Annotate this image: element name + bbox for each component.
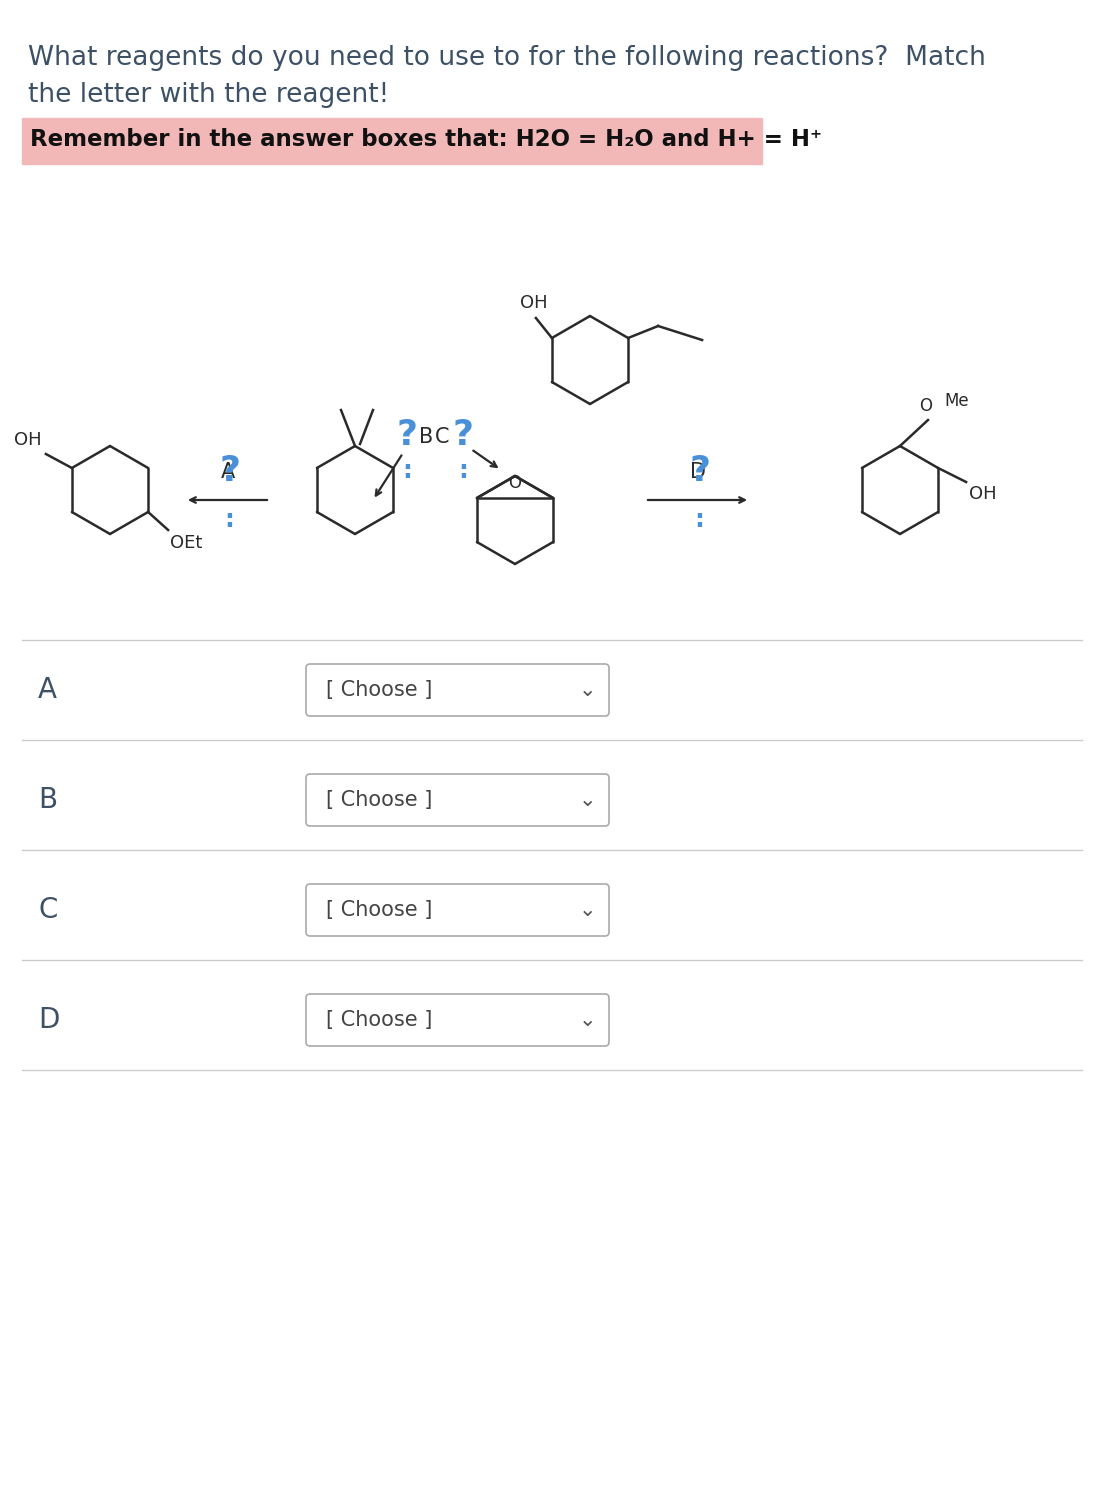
Text: A: A	[38, 675, 57, 704]
FancyBboxPatch shape	[306, 775, 609, 826]
Text: D: D	[38, 1006, 60, 1035]
Text: ⌄: ⌄	[578, 899, 596, 920]
Text: ⌄: ⌄	[578, 790, 596, 811]
Text: C: C	[38, 896, 57, 923]
FancyBboxPatch shape	[22, 117, 762, 164]
Text: [ Choose ]: [ Choose ]	[326, 680, 433, 699]
Text: D: D	[690, 462, 705, 481]
Text: [ Choose ]: [ Choose ]	[326, 790, 433, 811]
Text: :: :	[402, 459, 412, 483]
Text: OEt: OEt	[170, 534, 202, 552]
Text: ?: ?	[396, 418, 417, 453]
Text: ⌄: ⌄	[578, 1011, 596, 1030]
FancyBboxPatch shape	[306, 994, 609, 1045]
Text: B: B	[38, 787, 57, 814]
Text: [ Choose ]: [ Choose ]	[326, 1011, 433, 1030]
FancyBboxPatch shape	[306, 884, 609, 935]
Text: A: A	[221, 462, 235, 481]
Text: [ Choose ]: [ Choose ]	[326, 899, 433, 920]
Text: ?: ?	[689, 454, 710, 487]
Text: OH: OH	[14, 432, 42, 450]
Text: What reagents do you need to use to for the following reactions?  Match: What reagents do you need to use to for …	[28, 45, 986, 71]
Text: C: C	[435, 427, 449, 447]
Text: :: :	[694, 508, 704, 532]
Text: OH: OH	[969, 484, 997, 502]
Text: Me: Me	[944, 393, 968, 411]
Text: :: :	[458, 459, 468, 483]
Text: Remember in the answer boxes that: H2O = H₂O and H+ = H⁺: Remember in the answer boxes that: H2O =…	[30, 128, 822, 150]
Text: ?: ?	[219, 454, 240, 487]
Text: the letter with the reagent!: the letter with the reagent!	[28, 83, 390, 108]
Text: :: :	[224, 508, 234, 532]
Text: O: O	[920, 397, 933, 415]
Text: B: B	[420, 427, 433, 447]
Text: ⌄: ⌄	[578, 680, 596, 699]
Text: OH: OH	[520, 293, 548, 311]
FancyBboxPatch shape	[306, 663, 609, 716]
Text: O: O	[509, 474, 521, 492]
Text: ?: ?	[453, 418, 474, 453]
